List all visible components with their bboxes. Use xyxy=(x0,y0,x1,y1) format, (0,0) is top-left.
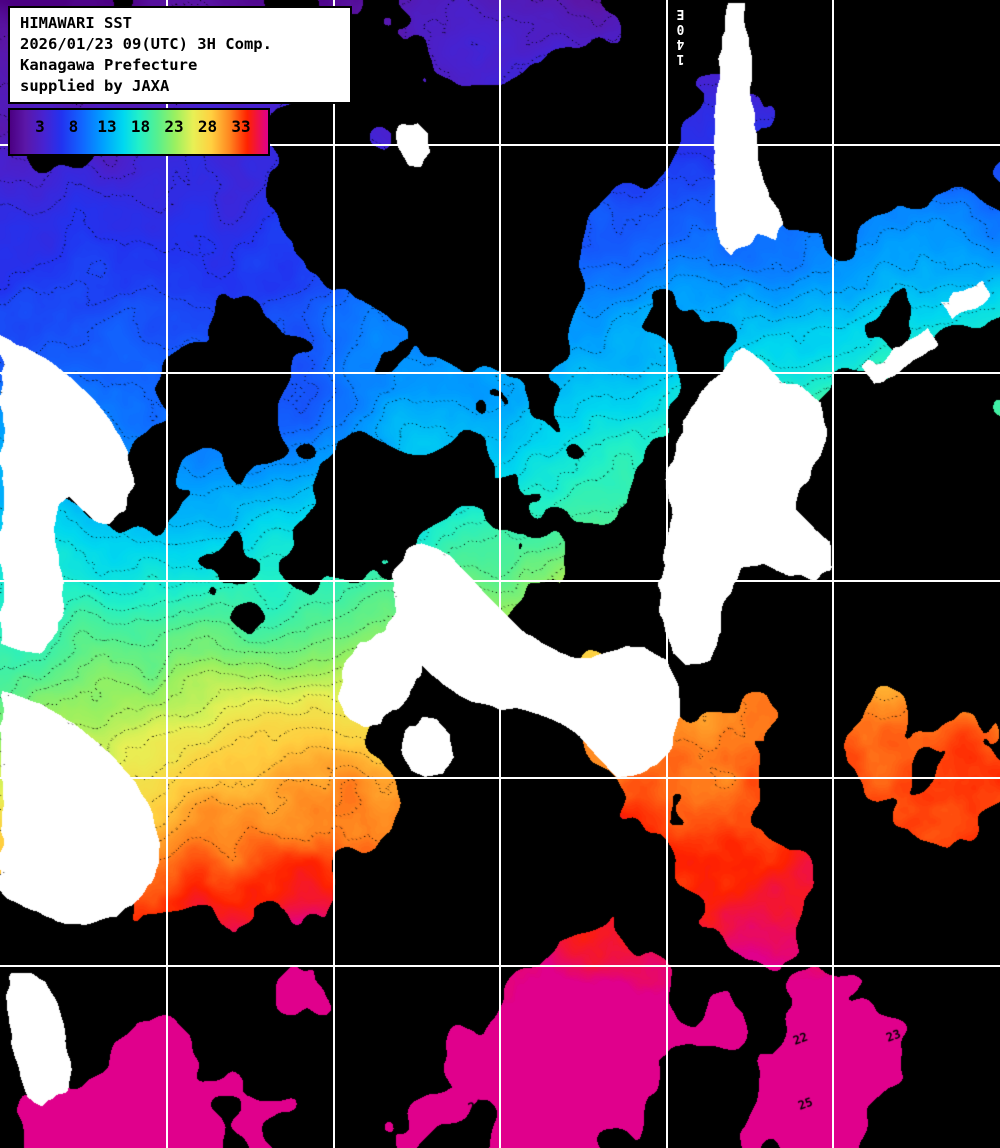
title-line-datetime: 2026/01/23 09(UTC) 3H Comp. xyxy=(20,35,272,53)
title-line-product: HIMAWARI SST xyxy=(20,14,132,32)
colorbar-tick-3: 3 xyxy=(35,117,45,136)
title-card: HIMAWARI SST 2026/01/23 09(UTC) 3H Comp.… xyxy=(8,6,352,104)
title-line-supplier: supplied by JAXA xyxy=(20,77,170,95)
colorbar-tick-18: 18 xyxy=(130,117,151,136)
colorbar-tick-33: 33 xyxy=(231,117,251,136)
colorbar-tick-23: 23 xyxy=(164,117,184,136)
colorbar-gradient xyxy=(10,110,268,154)
colorbar-tick-labels: 3 8 13 18 23 28 33 xyxy=(10,110,268,154)
colorbar-tick-28: 28 xyxy=(197,117,218,136)
colorbar-tick-8: 8 xyxy=(68,117,79,136)
title-line-region: Kanagawa Prefecture xyxy=(20,56,198,74)
colorbar-tick-13: 13 xyxy=(97,117,117,136)
temperature-colorbar[interactable]: 3 8 13 18 23 28 33 xyxy=(8,108,270,156)
